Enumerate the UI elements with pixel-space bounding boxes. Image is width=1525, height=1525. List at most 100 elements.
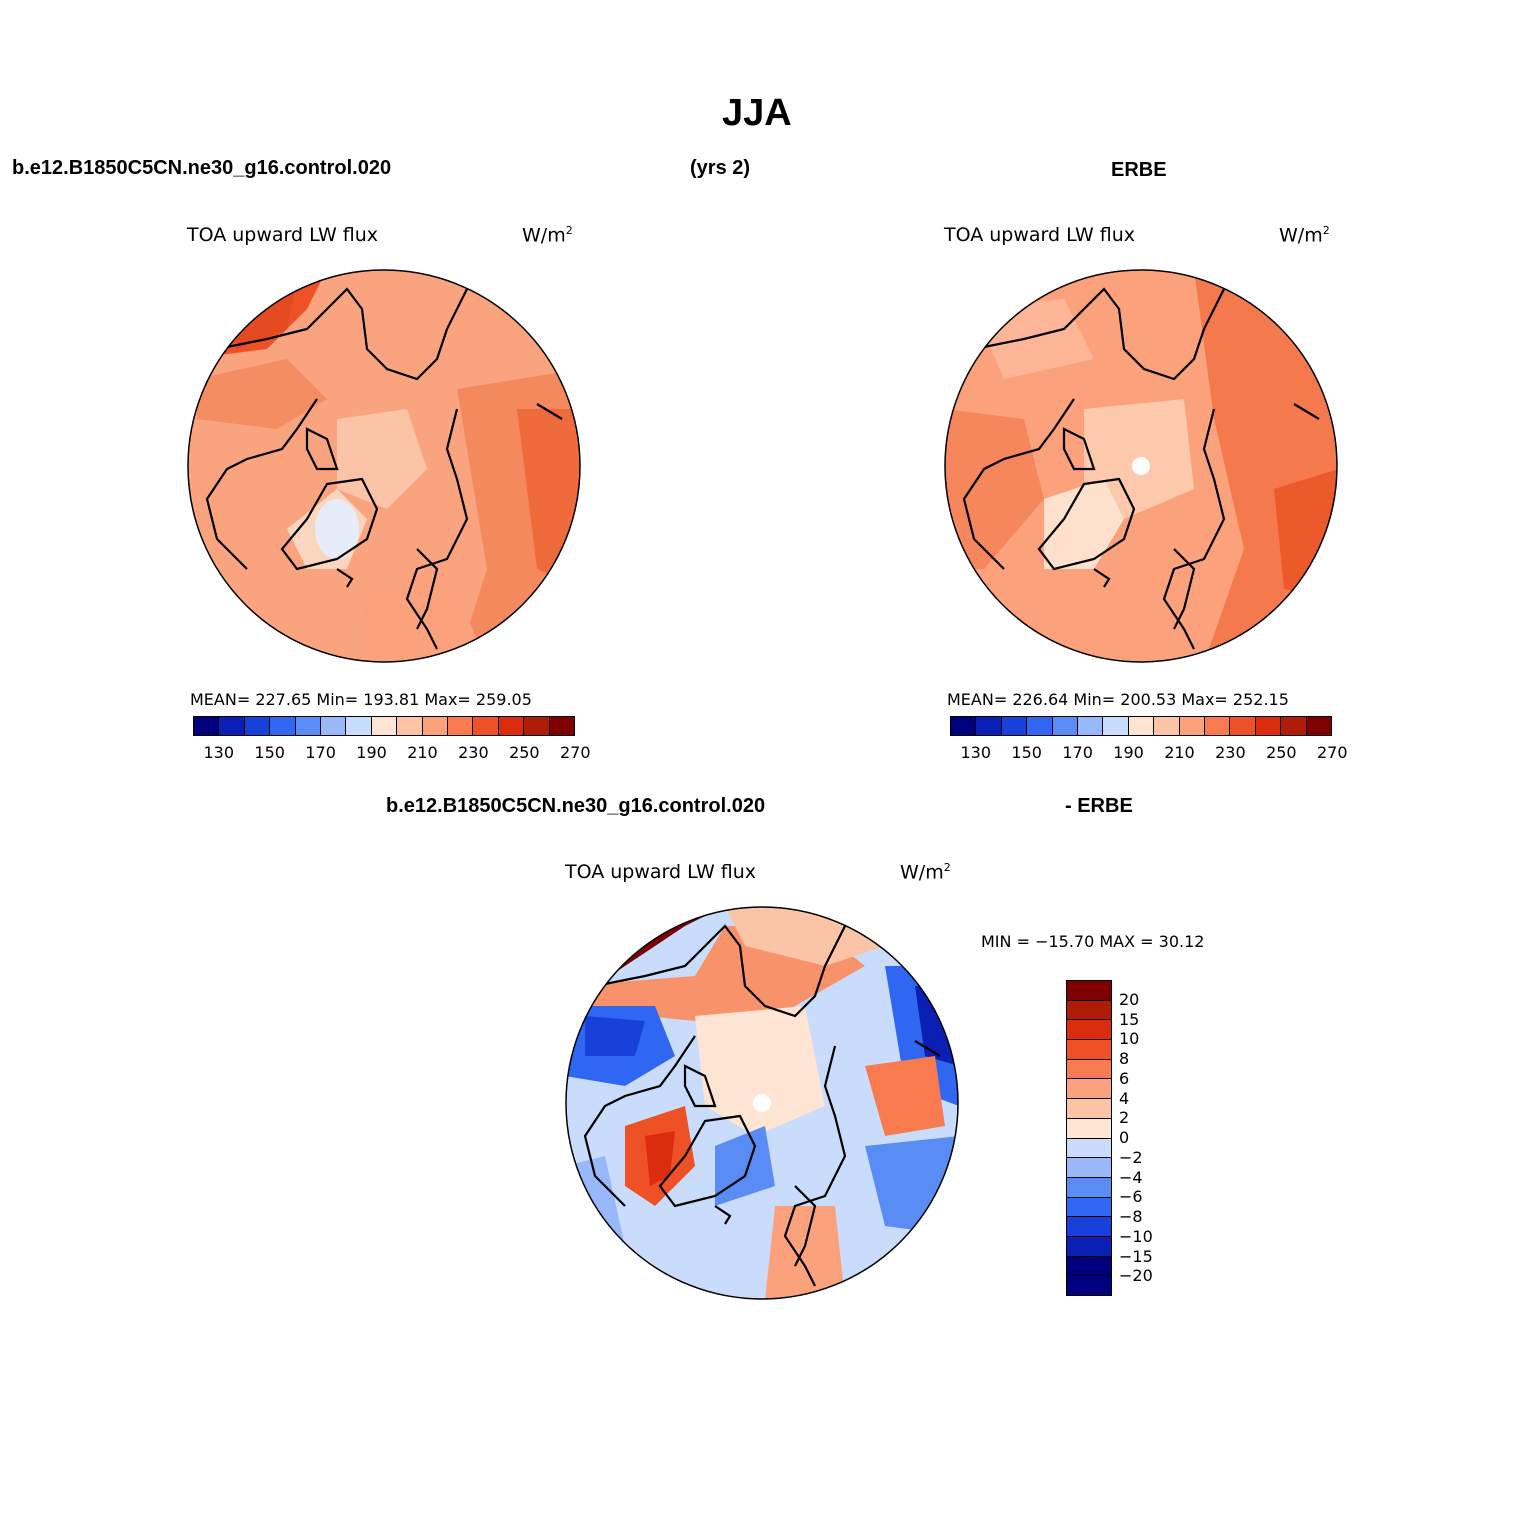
- model-stats: MEAN= 227.65 Min= 193.81 Max= 259.05: [190, 690, 532, 709]
- diff-colorbar-swatch: [1067, 1197, 1111, 1218]
- model-polar-map: [187, 269, 581, 663]
- diff-colorbar-tick-label: 6: [1119, 1068, 1130, 1088]
- diff-colorbar-tick-label: 20: [1119, 989, 1140, 1009]
- model-colorbar-swatch: [498, 717, 525, 735]
- obs-colorbar-swatch: [1078, 717, 1104, 735]
- diff-colorbar-tick-label: 4: [1119, 1088, 1130, 1108]
- model-colorbar-swatch: [270, 717, 296, 735]
- obs-pole-hole: [1132, 457, 1150, 475]
- model-coastlines: [205, 287, 563, 650]
- model-colorbar-swatch: [219, 717, 245, 735]
- obs-panel-units: W/m2: [1279, 224, 1330, 247]
- model-colorbar: [193, 716, 575, 736]
- diff-coastlines: [583, 924, 941, 1287]
- model-panel-label: TOA upward LW flux: [187, 224, 379, 246]
- model-colorbar-swatch: [524, 717, 550, 735]
- model-colorbar-tick-label: 230: [458, 743, 489, 762]
- obs-colorbar-tick-label: 230: [1215, 743, 1246, 762]
- obs-colorbar-tick-label: 170: [1062, 743, 1093, 762]
- diff-pole-hole: [753, 1094, 771, 1112]
- years-header: (yrs 2): [690, 157, 751, 179]
- obs-colorbar-swatch: [1205, 717, 1231, 735]
- diff-colorbar-tick-label: 10: [1119, 1029, 1140, 1049]
- obs-colorbar-swatch: [1154, 717, 1180, 735]
- obs-colorbar-swatch: [1281, 717, 1307, 735]
- obs-colorbar-swatch: [976, 717, 1002, 735]
- obs-panel-label: TOA upward LW flux: [944, 224, 1136, 246]
- model-colorbar-tick-label: 130: [203, 743, 234, 762]
- model-colorbar-swatch: [244, 717, 271, 735]
- obs-colorbar-tick-label: 270: [1317, 743, 1348, 762]
- obs-colorbar-swatch: [1103, 717, 1129, 735]
- model-colorbar-tick-label: 270: [560, 743, 591, 762]
- diff-panel-units: W/m2: [900, 861, 951, 884]
- obs-colorbar-tick-label: 210: [1164, 743, 1195, 762]
- model-colorbar-tick-label: 250: [509, 743, 540, 762]
- diff-colorbar-swatch: [1067, 1177, 1111, 1198]
- obs-stats: MEAN= 226.64 Min= 200.53 Max= 252.15: [947, 690, 1289, 709]
- diff-colorbar-swatch: [1067, 981, 1111, 1001]
- obs-coastlines: [962, 287, 1320, 650]
- model-colorbar-swatch: [371, 717, 398, 735]
- diff-colorbar-swatch: [1067, 1217, 1111, 1237]
- diff-obs-header: - ERBE: [1065, 795, 1133, 817]
- diff-colorbar-swatch: [1067, 1256, 1111, 1277]
- model-colorbar-swatch: [473, 717, 499, 735]
- diff-map-border: [565, 906, 959, 1300]
- diff-colorbar-swatch: [1067, 1118, 1111, 1139]
- obs-colorbar-swatch: [1052, 717, 1079, 735]
- model-colorbar-swatch: [448, 717, 474, 735]
- model-colorbar-tick-label: 190: [356, 743, 387, 762]
- obs-colorbar-swatch: [1128, 717, 1155, 735]
- obs-colorbar-swatch: [1179, 717, 1206, 735]
- diff-colorbar-swatch: [1067, 1020, 1111, 1041]
- figure-title: JJA: [722, 92, 792, 134]
- obs-polar-map: [944, 269, 1338, 663]
- diff-colorbar-tick-label: 2: [1119, 1108, 1130, 1128]
- diff-colorbar-swatch: [1067, 1040, 1111, 1060]
- model-field-greenland-min: [315, 499, 359, 559]
- obs-colorbar-swatch: [951, 717, 977, 735]
- diff-stats: MIN = −15.70 MAX = 30.12: [981, 932, 1205, 951]
- obs-colorbar-swatch: [1255, 717, 1282, 735]
- diff-panel-label: TOA upward LW flux: [565, 861, 757, 883]
- diff-colorbar-tick-label: −20: [1119, 1266, 1153, 1286]
- model-panel-units: W/m2: [522, 224, 573, 247]
- obs-colorbar-swatch: [1230, 717, 1256, 735]
- model-colorbar-swatch: [397, 717, 423, 735]
- diff-colorbar-tick-label: −6: [1119, 1187, 1143, 1207]
- diff-colorbar-tick-label: −15: [1119, 1246, 1153, 1266]
- model-colorbar-swatch: [549, 717, 575, 735]
- obs-colorbar-tick-label: 250: [1266, 743, 1297, 762]
- diff-colorbar-tick-label: 15: [1119, 1009, 1140, 1029]
- obs-colorbar-swatch: [1027, 717, 1053, 735]
- diff-colorbar-tick-label: −8: [1119, 1207, 1143, 1226]
- obs-colorbar: [950, 716, 1332, 736]
- model-colorbar-tick-label: 150: [254, 743, 285, 762]
- diff-colorbar-swatch: [1067, 1138, 1111, 1159]
- diff-field-pole: [695, 1006, 825, 1136]
- diff-colorbar-tick-label: −4: [1119, 1167, 1143, 1187]
- diff-colorbar-swatch: [1067, 1099, 1111, 1119]
- diff-colorbar-swatch: [1067, 1079, 1111, 1100]
- diff-colorbar-tick-label: −10: [1119, 1226, 1153, 1246]
- obs-map-border: [944, 269, 1338, 663]
- diff-colorbar-swatch: [1067, 1059, 1111, 1080]
- model-colorbar-tick-label: 170: [305, 743, 336, 762]
- model-map-border: [187, 269, 581, 663]
- diff-colorbar-tick-label: 0: [1119, 1128, 1130, 1147]
- diff-colorbar-swatch: [1067, 1276, 1111, 1295]
- diff-colorbar-tick-label: −2: [1119, 1147, 1143, 1167]
- model-colorbar-swatch: [321, 717, 347, 735]
- diff-case-header: b.e12.B1850C5CN.ne30_g16.control.020: [386, 795, 766, 817]
- diff-colorbar-swatch: [1067, 1158, 1111, 1178]
- obs-colorbar-swatch: [1001, 717, 1028, 735]
- obs-colorbar-tick-label: 150: [1011, 743, 1042, 762]
- obs-header: ERBE: [1111, 159, 1167, 181]
- model-colorbar-swatch: [194, 717, 220, 735]
- obs-colorbar-tick-label: 130: [960, 743, 991, 762]
- model-case-header: b.e12.B1850C5CN.ne30_g16.control.020: [12, 157, 392, 179]
- model-colorbar-swatch: [295, 717, 322, 735]
- obs-colorbar-swatch: [1306, 717, 1332, 735]
- diff-colorbar-swatch: [1067, 1000, 1111, 1021]
